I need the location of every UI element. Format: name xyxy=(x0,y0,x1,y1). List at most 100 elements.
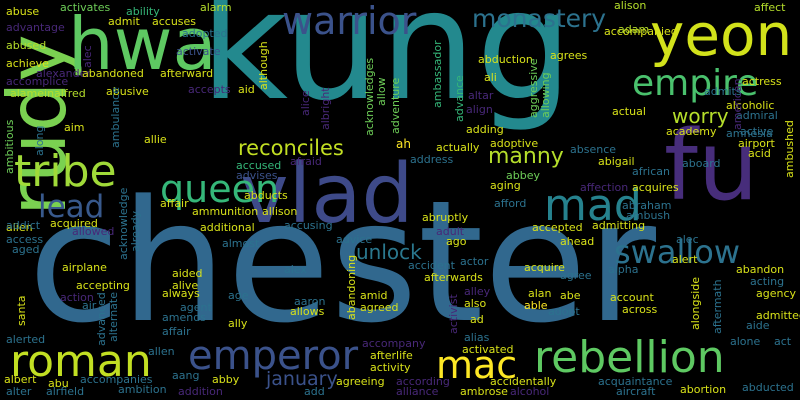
word: hwa xyxy=(68,2,217,86)
word: albright xyxy=(319,87,332,130)
word: aging xyxy=(490,179,521,192)
word: accuses xyxy=(152,15,197,28)
word: aboard xyxy=(682,157,721,170)
word: act xyxy=(774,335,792,348)
word: accomplice xyxy=(6,75,69,88)
word: accused xyxy=(236,159,282,172)
word: according xyxy=(396,375,450,388)
word: align xyxy=(466,103,493,116)
word: adopted xyxy=(182,27,228,40)
word: aftermath xyxy=(711,279,724,334)
word: abducted xyxy=(742,381,794,394)
word: age xyxy=(228,289,249,302)
word: warrior xyxy=(282,0,417,43)
word: accompany xyxy=(362,337,426,350)
word: alongside xyxy=(689,276,702,330)
word: alliance xyxy=(396,385,439,398)
word: access xyxy=(6,233,44,246)
word: roman xyxy=(10,336,152,387)
word: afraid xyxy=(290,155,322,168)
word: ambush xyxy=(626,209,671,222)
word: activated xyxy=(462,343,514,356)
word: accepted xyxy=(532,221,583,234)
word: abu xyxy=(48,377,69,390)
word: ambassador xyxy=(431,40,444,108)
word: ambition xyxy=(118,383,167,396)
word: allie xyxy=(144,133,167,146)
word: active xyxy=(740,125,774,138)
word: affect xyxy=(754,1,786,14)
word: abraham xyxy=(622,199,672,212)
word: alternate xyxy=(107,292,120,342)
word: kung xyxy=(200,0,573,134)
word: account xyxy=(610,291,654,304)
word: acquired xyxy=(50,217,98,230)
word: ambrose xyxy=(460,385,508,398)
word: adventure xyxy=(389,77,402,134)
word: agree xyxy=(560,269,592,282)
word: add xyxy=(304,385,325,398)
word: alec xyxy=(676,233,699,246)
word: alrfield xyxy=(46,385,85,398)
word: aggressive xyxy=(527,58,540,118)
word: mad xyxy=(544,180,642,231)
word: advanced xyxy=(95,292,108,346)
word: activates xyxy=(60,1,111,14)
word: manny xyxy=(488,144,564,169)
word: alameinalfred xyxy=(10,87,86,100)
word: abbey xyxy=(506,169,540,182)
word: albert xyxy=(4,373,37,386)
word: abandon xyxy=(736,263,785,276)
word: abuse xyxy=(6,5,40,18)
word: alert xyxy=(672,253,698,266)
word: advice xyxy=(336,233,373,246)
word: activate xyxy=(176,45,221,58)
word: additional xyxy=(200,221,255,234)
word: amends xyxy=(162,311,206,324)
word: yeon xyxy=(650,1,793,69)
word: advance xyxy=(453,75,466,122)
word: accompanied xyxy=(604,25,678,38)
word: alarm xyxy=(200,1,232,14)
word: chester xyxy=(28,164,657,360)
word: allen xyxy=(148,345,175,358)
word: ah xyxy=(396,137,411,151)
word: acid xyxy=(748,147,771,160)
word: advantage xyxy=(6,21,65,34)
word: aged xyxy=(12,243,40,256)
word: almost xyxy=(222,237,260,250)
word: alien xyxy=(6,221,33,234)
word: accidentally xyxy=(490,375,557,388)
word: action xyxy=(60,291,94,304)
word: altar xyxy=(468,89,494,102)
word: ambulance xyxy=(109,87,122,148)
word: agreed xyxy=(360,301,399,314)
word: ali xyxy=(484,71,497,84)
word: amid xyxy=(360,289,388,302)
word: alex xyxy=(284,263,307,276)
word: able xyxy=(524,299,548,312)
word: agency xyxy=(756,287,797,300)
word: santa xyxy=(15,295,28,327)
word: abby xyxy=(212,373,240,386)
word: ammunition xyxy=(192,205,259,218)
word: aircraft xyxy=(616,385,656,398)
word: actual xyxy=(612,105,646,118)
word: although xyxy=(257,41,270,90)
word: alone xyxy=(730,335,761,348)
word: adam xyxy=(618,23,650,36)
word: actress xyxy=(742,75,782,88)
word: addict xyxy=(6,219,41,232)
word: achieve xyxy=(6,57,49,70)
word: ahead xyxy=(560,235,595,248)
word: aang xyxy=(172,369,200,382)
word: aid xyxy=(238,83,255,96)
word: abducts xyxy=(244,189,288,202)
word: alley xyxy=(464,285,491,298)
word: affection xyxy=(580,181,629,194)
word: activity xyxy=(370,361,411,374)
word: adding xyxy=(466,123,504,136)
word: ago xyxy=(446,235,467,248)
word: alerted xyxy=(6,333,46,346)
